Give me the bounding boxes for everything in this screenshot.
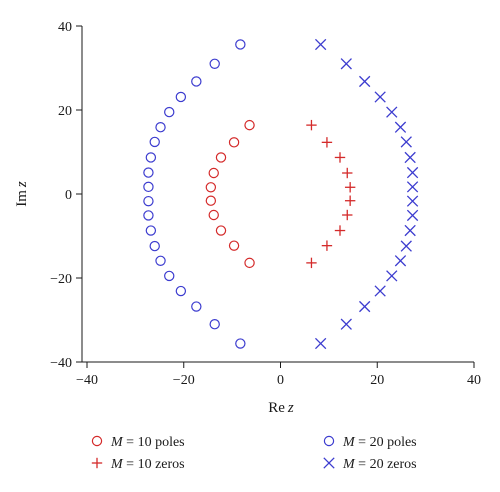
x-tick-label: 0 <box>277 373 284 388</box>
m20-pole-point <box>155 255 166 266</box>
m20-pole-point <box>191 301 202 312</box>
m10-zero-point <box>321 137 333 148</box>
x-axis-label-var: z <box>287 400 294 416</box>
m20-zero-point <box>404 151 416 164</box>
legend-marker <box>91 457 103 469</box>
m10-pole-point <box>215 152 227 163</box>
ticks: −40 −20 0 20 40 −40 −20 0 20 40 <box>50 20 481 388</box>
x-tick-label: −20 <box>173 373 195 388</box>
m20-zero-point <box>374 91 386 103</box>
y-axis-label-main: Im <box>14 190 30 207</box>
m10-pole-point <box>228 240 240 251</box>
m20-zero-point <box>374 285 386 297</box>
m10-pole-point <box>244 119 255 131</box>
m10-zero-point <box>344 195 356 206</box>
x-tick-label: −40 <box>76 373 98 388</box>
m10-pole-point <box>228 137 240 148</box>
m10-pole-point <box>208 167 219 179</box>
m20-pole-point <box>155 122 166 133</box>
m20-zero-point <box>340 318 352 330</box>
m20-pole-point <box>164 270 175 282</box>
m20-pole-point <box>209 58 220 70</box>
legend-label-rest: = 20 poles <box>355 435 417 450</box>
legend-label: M = 20 poles <box>342 435 417 450</box>
m10-zero-point <box>334 152 346 163</box>
y-tick-label: 20 <box>58 104 72 119</box>
data-marks <box>143 38 419 350</box>
legend-marker <box>323 435 335 447</box>
legend-label-rest: = 10 zeros <box>123 457 185 472</box>
y-tick-label: 40 <box>58 20 72 35</box>
m20-pole-point <box>164 106 175 118</box>
m10-pole-point <box>244 257 255 269</box>
y-tick-label: 0 <box>65 188 72 203</box>
m20-zero-point <box>359 75 371 88</box>
m20-zero-point <box>406 181 419 193</box>
m20-zero-point <box>406 209 419 222</box>
legend-label-rest: = 20 zeros <box>355 457 417 472</box>
y-axis-label: Im z <box>14 181 30 207</box>
m10-zero-point <box>306 119 317 131</box>
m20-pole-point <box>143 167 154 178</box>
legend-label: M = 20 zeros <box>342 457 417 472</box>
legend-label-rest: = 10 poles <box>123 435 185 450</box>
legend-label-var: M <box>110 457 124 472</box>
m20-pole-point <box>145 225 157 236</box>
m20-zero-point <box>404 224 416 237</box>
y-axis-label-var: z <box>14 181 30 188</box>
m10-zero-point <box>334 225 346 236</box>
m20-zero-point <box>406 195 419 207</box>
m20-pole-point <box>191 76 202 87</box>
m10-zero-point <box>306 257 317 269</box>
y-tick-label: −20 <box>50 272 72 287</box>
m20-pole-point <box>149 240 160 252</box>
m10-pole-point <box>205 182 217 193</box>
legend-marker <box>91 435 103 447</box>
legend-label: M = 10 zeros <box>110 457 185 472</box>
m20-pole-point <box>143 210 154 221</box>
x-axis-label-main: Re <box>268 400 285 416</box>
m20-zero-point <box>394 255 407 267</box>
m20-zero-point <box>400 240 412 252</box>
m20-pole-point <box>235 39 246 50</box>
m10-pole-point <box>215 225 227 236</box>
m10-zero-point <box>342 167 353 179</box>
m20-zero-point <box>406 166 419 179</box>
m20-pole-point <box>209 319 220 330</box>
m20-pole-point <box>175 91 187 103</box>
m20-zero-point <box>314 38 327 51</box>
m20-pole-point <box>143 195 154 207</box>
m20-zero-point <box>359 300 371 313</box>
y-tick-label: −40 <box>50 356 72 371</box>
m20-pole-point <box>149 136 160 148</box>
m20-pole-point <box>235 338 246 349</box>
m10-pole-point <box>205 195 217 206</box>
m20-zero-point <box>386 106 398 118</box>
legend-label-var: M <box>342 457 356 472</box>
legend-label-var: M <box>110 435 124 450</box>
m10-zero-point <box>321 240 333 251</box>
legend-label-var: M <box>342 435 356 450</box>
m20-zero-point <box>394 121 407 133</box>
x-tick-label: 20 <box>370 373 384 388</box>
m20-zero-point <box>386 270 398 282</box>
m10-zero-point <box>344 182 356 193</box>
m20-zero-point <box>314 337 327 350</box>
axes <box>81 26 474 363</box>
m20-pole-point <box>145 152 157 163</box>
legend-marker <box>323 457 335 469</box>
legend-label: M = 10 poles <box>110 435 185 450</box>
m20-zero-point <box>340 58 352 70</box>
m20-pole-point <box>175 285 187 297</box>
m10-pole-point <box>208 209 219 221</box>
x-tick-label: 40 <box>467 373 481 388</box>
x-axis-label: Re z <box>268 400 294 416</box>
m20-pole-point <box>143 181 154 193</box>
m10-zero-point <box>342 209 353 221</box>
m20-zero-point <box>400 136 412 148</box>
